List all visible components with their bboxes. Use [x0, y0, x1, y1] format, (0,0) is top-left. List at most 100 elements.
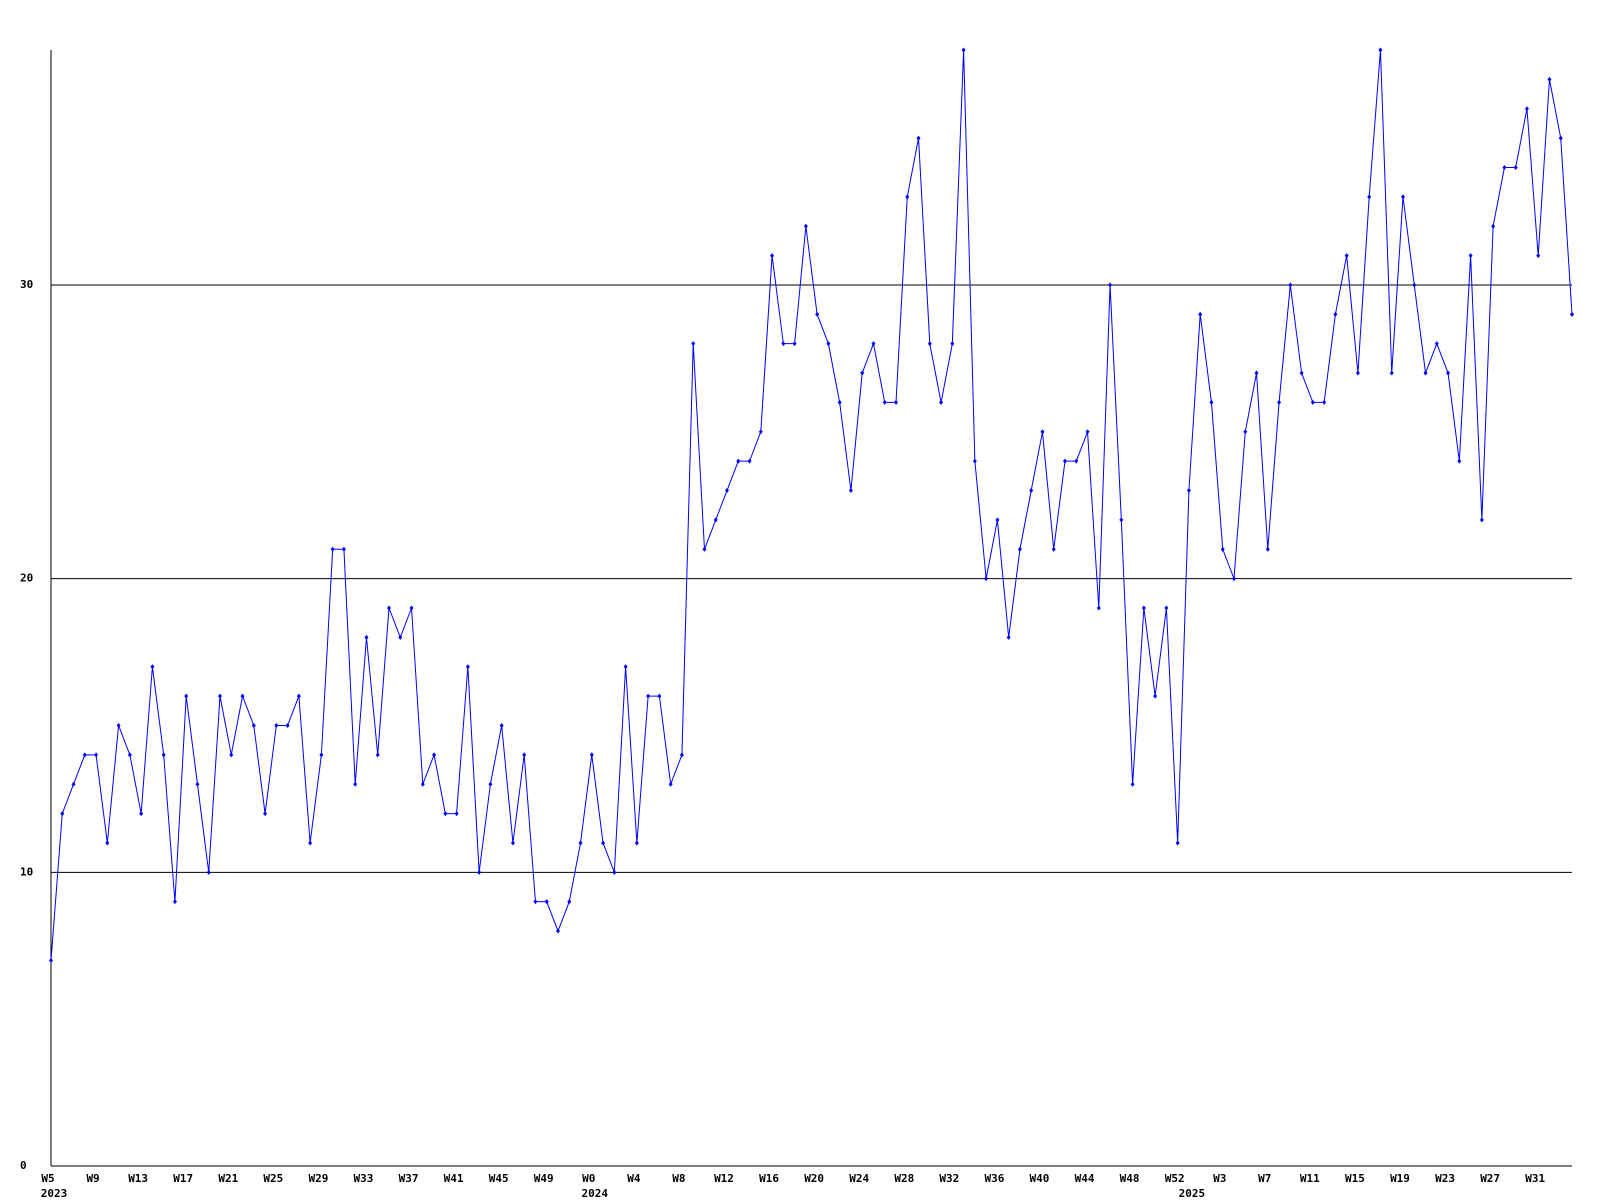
- data-point: [499, 722, 504, 728]
- x-tick-label: W11: [1300, 1172, 1320, 1185]
- data-point: [1198, 311, 1203, 317]
- data-point: [533, 899, 538, 905]
- data-point: [1355, 370, 1360, 376]
- x-tick-label: W41: [444, 1172, 464, 1185]
- data-point: [1085, 429, 1090, 435]
- data-point: [1096, 605, 1101, 611]
- data-point: [1277, 399, 1282, 405]
- data-point: [184, 693, 189, 699]
- x-tick-label: W44: [1075, 1172, 1095, 1185]
- data-point: [443, 811, 448, 817]
- x-tick-label: W32: [939, 1172, 959, 1185]
- data-point: [1119, 517, 1124, 523]
- data-point: [601, 840, 606, 846]
- data-point: [116, 722, 121, 728]
- data-point: [240, 693, 245, 699]
- data-point: [432, 752, 437, 758]
- data-point: [589, 752, 594, 758]
- data-point: [229, 752, 234, 758]
- data-point: [488, 781, 493, 787]
- data-point: [792, 341, 797, 347]
- data-point: [860, 370, 865, 376]
- x-tick-label: W28: [894, 1172, 914, 1185]
- data-point: [826, 341, 831, 347]
- data-point: [848, 488, 853, 494]
- data-point: [127, 752, 132, 758]
- x-tick-label: W4: [627, 1172, 641, 1185]
- data-point: [510, 840, 515, 846]
- data-point: [1153, 693, 1158, 699]
- data-point: [1389, 370, 1394, 376]
- data-point: [1502, 164, 1507, 170]
- data-point: [1232, 576, 1236, 582]
- data-point: [578, 840, 583, 846]
- x-tick-label: W5: [41, 1172, 54, 1185]
- data-point: [781, 341, 786, 347]
- data-point: [837, 399, 842, 405]
- x-tick-label: W52: [1165, 1172, 1185, 1185]
- data-point: [871, 341, 876, 347]
- data-point: [218, 693, 222, 699]
- data-point: [1299, 370, 1304, 376]
- data-point: [420, 781, 425, 787]
- data-point: [905, 194, 910, 200]
- x-tick-label: W16: [759, 1172, 779, 1185]
- data-point: [1479, 517, 1484, 523]
- x-tick-label: W49: [534, 1172, 554, 1185]
- data-point: [758, 429, 763, 435]
- data-point: [736, 458, 741, 464]
- data-point: [544, 899, 549, 905]
- data-point: [995, 517, 1000, 523]
- x-tick-label: W31: [1525, 1172, 1545, 1185]
- data-point: [747, 458, 752, 464]
- data-point: [1186, 488, 1191, 494]
- x-tick-label: W37: [399, 1172, 419, 1185]
- data-point: [1108, 282, 1113, 288]
- data-point: [195, 781, 200, 787]
- year-label: 2025: [1179, 1187, 1206, 1200]
- y-tick-label: 0: [20, 1159, 27, 1172]
- data-point: [1344, 253, 1349, 259]
- data-point: [1310, 399, 1315, 405]
- data-point: [285, 722, 290, 728]
- data-point: [657, 693, 662, 699]
- data-point: [341, 546, 346, 552]
- data-point: [1063, 458, 1067, 464]
- data-point: [894, 399, 898, 405]
- x-tick-label: W33: [354, 1172, 374, 1185]
- data-point: [49, 957, 53, 963]
- data-point: [1017, 546, 1022, 552]
- data-point: [105, 840, 110, 846]
- data-point: [1254, 370, 1259, 376]
- data-point: [713, 517, 718, 523]
- x-tick-label: W19: [1390, 1172, 1410, 1185]
- x-tick-label: W20: [804, 1172, 824, 1185]
- data-point: [308, 840, 313, 846]
- data-point: [634, 840, 639, 846]
- x-tick-label: W9: [86, 1172, 99, 1185]
- data-point: [477, 869, 482, 875]
- data-point: [465, 664, 470, 670]
- data-point: [1333, 311, 1338, 317]
- data-point: [1491, 223, 1496, 229]
- x-tick-label: W23: [1435, 1172, 1455, 1185]
- data-point: [1220, 546, 1225, 552]
- data-point: [1536, 253, 1541, 259]
- data-line: [50, 49, 1573, 961]
- data-point: [172, 899, 177, 905]
- data-point: [139, 811, 144, 817]
- x-tick-label: W12: [714, 1172, 734, 1185]
- data-point: [691, 341, 696, 347]
- data-point: [1412, 282, 1417, 288]
- data-point: [71, 781, 76, 787]
- data-point: [1513, 164, 1518, 170]
- y-tick-label: 20: [20, 572, 33, 585]
- data-point: [1434, 341, 1439, 347]
- data-point: [961, 47, 966, 53]
- x-tick-label: W45: [489, 1172, 509, 1185]
- y-tick-label: 10: [20, 865, 33, 878]
- x-tick-label: W27: [1480, 1172, 1500, 1185]
- x-tick-label: W13: [128, 1172, 148, 1185]
- data-point: [679, 752, 684, 758]
- data-point: [387, 605, 391, 611]
